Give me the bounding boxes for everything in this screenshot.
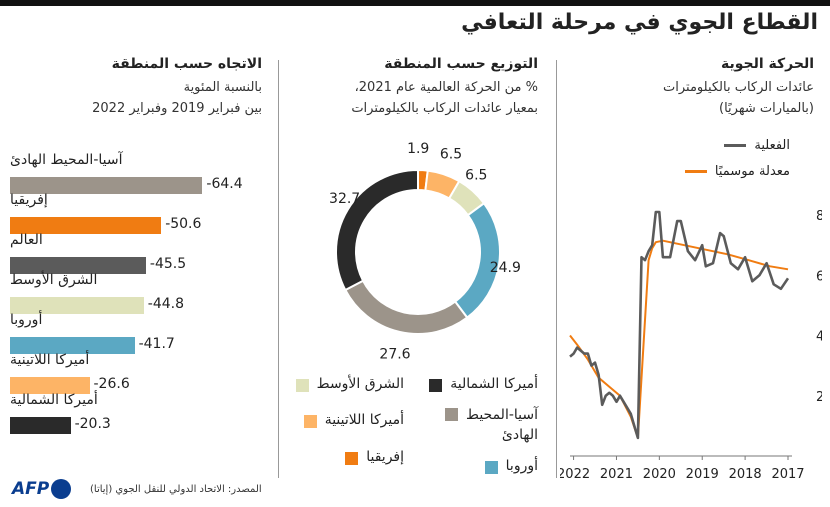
distribution-donut-chart: 1.9 6.56.5 24.9 27.6 32.7	[329, 141, 521, 362]
donut-legend-label: آسيا-المحيط الهادئ	[466, 405, 538, 445]
y-tick-label: 600	[816, 269, 822, 284]
bar-category-label: الشرق الأوسط	[10, 272, 98, 288]
bar-category-label: العالم	[10, 232, 43, 248]
donut-legend-label-line1: آسيا-المحيط	[466, 407, 538, 423]
afp-logo: AFP	[12, 479, 72, 499]
donut-value-label: 24.9	[490, 260, 521, 276]
legend-actual-label: الفعلية	[754, 138, 790, 153]
afp-logo-dot	[51, 479, 72, 499]
bar-value-label: -26.6	[93, 376, 130, 392]
legend-seasonal: معدلة موسميًا	[684, 164, 790, 179]
traffic-line-chart: 2017 2018 2019 2020 2021 2022 200 400 600 800	[560, 209, 822, 482]
donut-legend-swatch	[445, 408, 459, 421]
legend-seasonal-label: معدلة موسميًا	[714, 164, 790, 179]
donut-legend-swatch	[303, 415, 317, 428]
bar-category-label: أميركا اللاتينية	[10, 352, 90, 368]
source-note: المصدر: الاتحاد الدولي للنقل الجوي (إيات…	[90, 484, 262, 495]
donut-legend-europe: أوروبا	[484, 458, 538, 474]
series-line-seasonal	[569, 239, 789, 439]
trend-subtitle-1: بالنسبة المئوية	[183, 80, 262, 95]
bar-value-label: -64.4	[206, 176, 243, 192]
bar-value-label: -41.7	[138, 336, 175, 352]
donut-legend-label: أميركا الشمالية	[450, 376, 538, 392]
donut-value-label: 6.5	[465, 168, 487, 184]
bar	[10, 257, 146, 274]
donut-legend-north-america: أميركا الشمالية	[429, 376, 538, 392]
legend-actual-swatch	[724, 144, 747, 147]
x-tick-label: 2019	[686, 467, 719, 482]
x-tick-label: 2022	[560, 467, 590, 482]
donut-legend-label-line2: الهادئ	[501, 427, 538, 443]
donut-legend-swatch	[484, 461, 498, 474]
bar	[10, 377, 90, 394]
y-tick-label: 800	[816, 209, 822, 224]
y-tick-label: 200	[816, 390, 822, 405]
bar-category-label: أوروبا	[10, 312, 43, 328]
donut-legend-swatch	[295, 379, 309, 392]
distribution-title: التوزيع حسب المنطقة	[384, 56, 538, 72]
bar	[10, 297, 144, 314]
traffic-subtitle-2: (بالميارات شهريًا)	[719, 101, 814, 116]
bar-value-label: -50.6	[165, 216, 202, 232]
traffic-subtitle-1: عائدات الركاب بالكيلومترات	[663, 80, 814, 95]
bar-value-label: -20.3	[74, 416, 111, 432]
legend-seasonal-swatch	[684, 170, 707, 173]
divider-left	[278, 60, 279, 478]
trend-subtitle-2: بين فبراير 2019 وفبراير 2022	[92, 101, 262, 116]
series-line-actual	[569, 210, 790, 440]
donut-legend-label: الشرق الأوسط	[316, 376, 404, 392]
top-bar	[0, 0, 830, 6]
donut-legend-swatch	[429, 379, 443, 392]
donut-legend-swatch	[345, 452, 359, 465]
bar	[10, 417, 71, 434]
distribution-subtitle-1: % من الحركة العالمية عام 2021،	[354, 80, 538, 95]
x-tick-label: 2021	[600, 467, 633, 482]
donut-legend-label: أوروبا	[505, 458, 538, 474]
donut-value-label: 27.6	[379, 346, 410, 362]
y-tick-label: 400	[816, 330, 822, 345]
distribution-subtitle-2: بمعيار عائدات الركاب بالكيلومترات	[351, 101, 538, 116]
donut-legend-latin-america: أميركا اللاتينية	[303, 412, 404, 428]
divider-right	[556, 60, 557, 478]
donut-legend-asia-pacific: آسيا-المحيط الهادئ	[445, 405, 538, 445]
bar	[10, 217, 162, 234]
donut-legend-africa: إفريقيا	[345, 449, 404, 465]
bar	[10, 177, 203, 194]
donut-value-label: 32.7	[329, 191, 360, 207]
donut-value-label: 1.9	[407, 141, 429, 157]
x-tick-label: 2017	[771, 467, 804, 482]
donut-value-label: 6.5	[440, 146, 462, 162]
afp-logo-text: AFP	[12, 479, 50, 499]
donut-legend-label: أميركا اللاتينية	[324, 412, 404, 428]
donut-slice	[335, 168, 419, 292]
donut-slice	[343, 279, 469, 335]
bar-category-label: أميركا الشمالية	[10, 392, 98, 408]
bar	[10, 337, 135, 354]
x-tick-label: 2018	[729, 467, 762, 482]
traffic-title: الحركة الجوية	[720, 56, 814, 72]
bar-category-label: إفريقيا	[10, 192, 48, 208]
bar-value-label: -44.8	[147, 296, 185, 312]
bar-value-label: -45.5	[149, 256, 187, 272]
page-title: القطاع الجوي في مرحلة التعافي	[461, 10, 818, 35]
bar-category-label: آسيا-المحيط الهادئ	[10, 152, 123, 168]
trend-title: الاتجاه حسب المنطقة	[111, 56, 262, 72]
donut-legend-middle-east: الشرق الأوسط	[295, 376, 404, 392]
legend-actual: الفعلية	[724, 138, 790, 153]
donut-legend-label: إفريقيا	[366, 449, 404, 465]
x-tick-label: 2020	[643, 467, 676, 482]
